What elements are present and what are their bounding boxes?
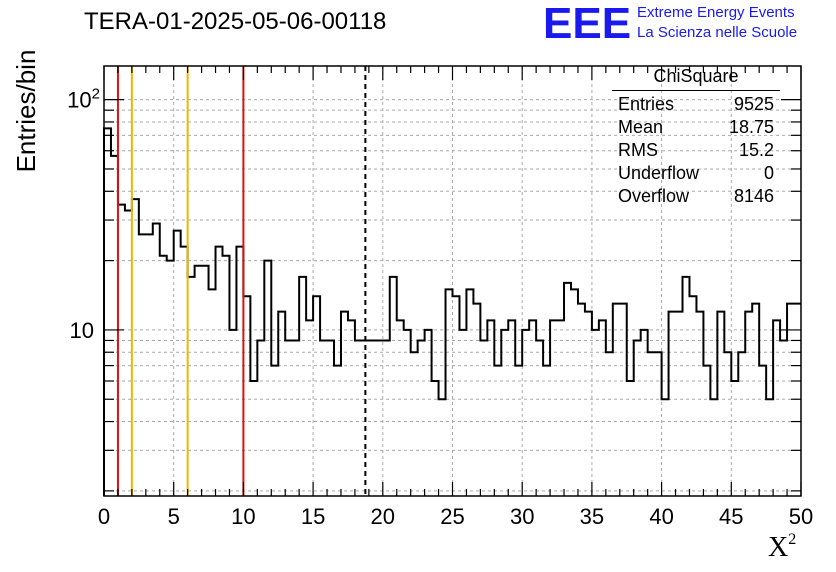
grid-lines <box>104 66 801 496</box>
x-tick-label: 15 <box>301 504 325 529</box>
stats-value: 8146 <box>733 186 774 206</box>
y-tick-label-base: 10 <box>67 88 91 113</box>
x-tick-label: 0 <box>98 504 110 529</box>
plot-title: TERA-01-2025-05-06-00118 <box>84 8 387 35</box>
stats-value: 0 <box>763 163 774 183</box>
stats-box: ChiSquare Entries 9525 Mean 18.75 RMS 15.2 … <box>612 66 780 208</box>
eee-logo: EEE <box>543 0 632 48</box>
x-tick-label: 25 <box>440 504 464 529</box>
y-tick-label: 102 <box>67 86 100 113</box>
stats-value: 15.2 <box>738 140 774 160</box>
stats-label: Entries <box>618 94 675 114</box>
logo-line-1: Extreme Energy Events <box>637 4 795 21</box>
stats-label: Overflow <box>618 186 690 206</box>
x-axis-label: X2 <box>768 530 797 564</box>
stats-row-underflow: Underflow 0 <box>612 162 780 185</box>
x-axis-label-text: X <box>768 532 789 563</box>
y-tick-label-exponent: 2 <box>92 86 100 103</box>
stats-label: Mean <box>618 117 664 137</box>
x-tick-label: 40 <box>649 504 673 529</box>
stats-row-entries: Entries 9525 <box>612 93 780 116</box>
x-tick-label: 45 <box>719 504 743 529</box>
stats-label: RMS <box>618 140 658 160</box>
stats-label: Underflow <box>618 163 700 183</box>
x-tick-label: 10 <box>231 504 255 529</box>
logo-line-2: La Scienza nelle Scuole <box>637 24 798 41</box>
x-tick-label: 50 <box>789 504 813 529</box>
reference-lines <box>116 66 367 496</box>
y-axis-label: Entries/bin <box>11 49 41 173</box>
stats-value: 18.75 <box>728 117 774 137</box>
stats-row-rms: RMS 15.2 <box>612 139 780 162</box>
x-tick-label: 30 <box>510 504 534 529</box>
x-tick-label: 5 <box>168 504 180 529</box>
axis-ticks <box>103 66 802 496</box>
stats-row-overflow: Overflow 8146 <box>612 185 780 208</box>
y-tick-label: 10 <box>70 318 94 343</box>
stats-title: ChiSquare <box>612 66 780 91</box>
stats-value: 9525 <box>733 94 774 114</box>
x-tick-label: 20 <box>371 504 395 529</box>
stats-row-mean: Mean 18.75 <box>612 116 780 139</box>
x-tick-label: 35 <box>580 504 604 529</box>
histogram-line <box>103 127 801 496</box>
x-axis-label-sup: 2 <box>788 530 797 548</box>
histogram-series <box>103 127 801 496</box>
